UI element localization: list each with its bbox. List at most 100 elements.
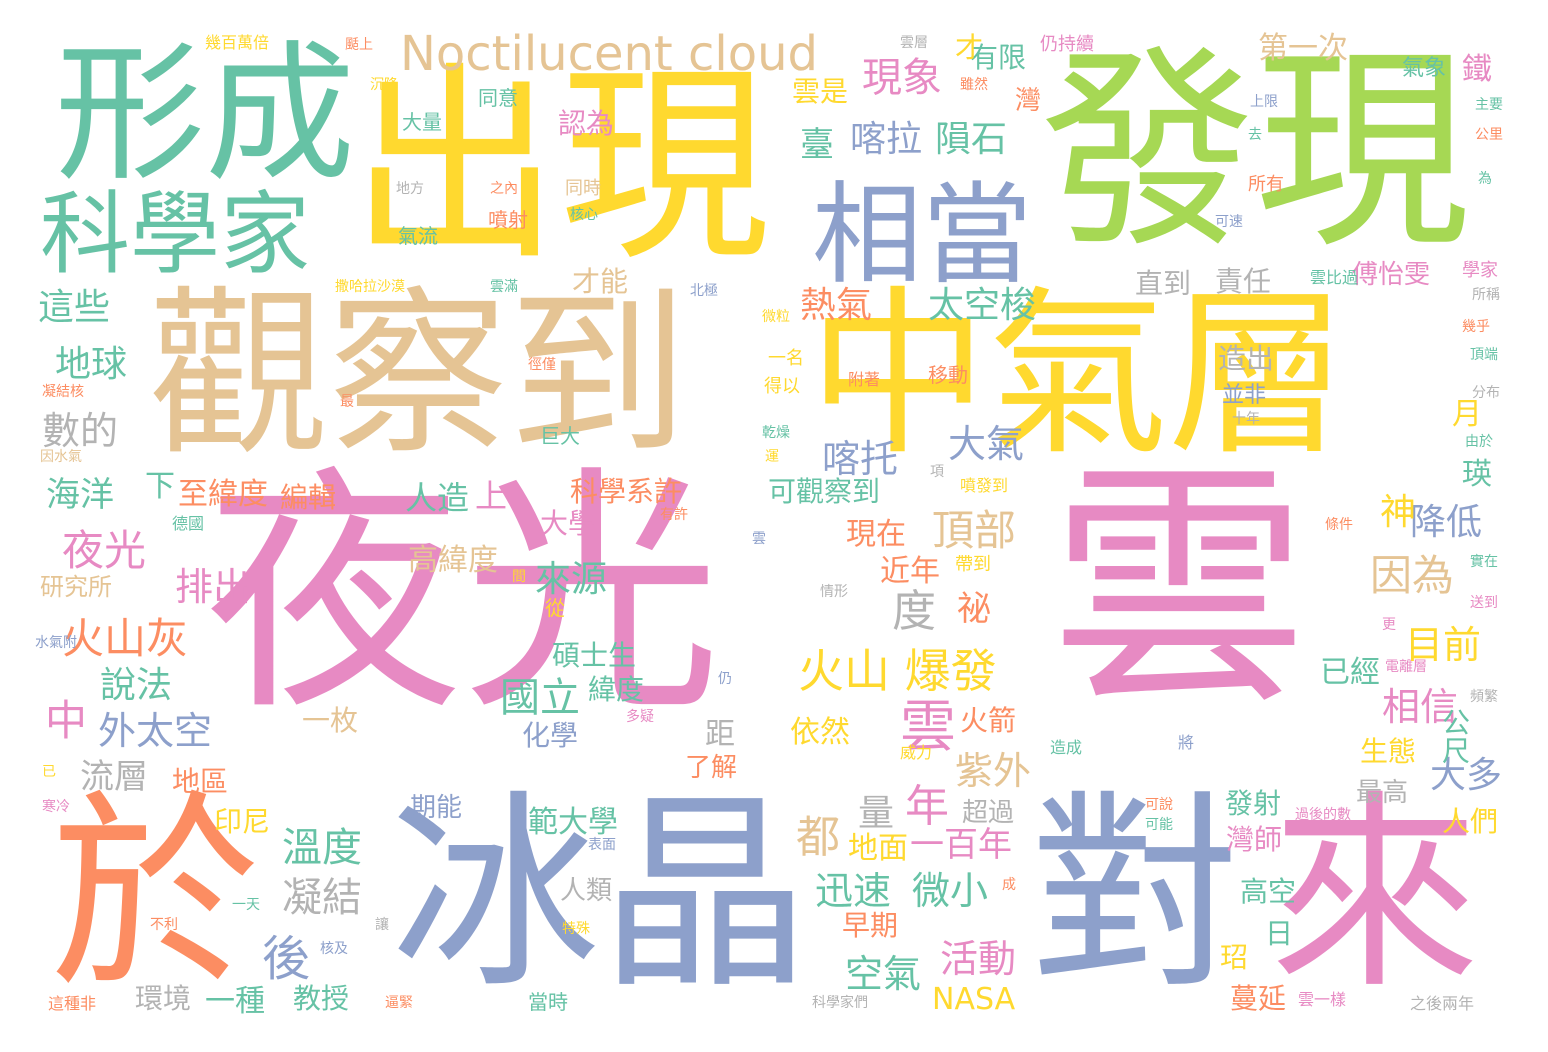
word-jiang: 將: [1178, 733, 1195, 752]
word-daliang: 大量: [402, 110, 442, 134]
word-kexuejiamen: 科學家們: [812, 995, 868, 1011]
word-yi: 已: [42, 764, 56, 780]
word-shang: 上: [475, 477, 508, 515]
word-dianliceng: 電離層: [1385, 659, 1427, 675]
word-jingjin: 徑僅: [528, 357, 556, 373]
word-yanjiusuo: 研究所: [40, 573, 112, 601]
word-liuceng: 流層: [80, 757, 148, 797]
word-yun-large: 雲: [1050, 439, 1308, 739]
word-caineng: 才能: [572, 265, 629, 298]
word-zhong-small: 中: [45, 696, 88, 745]
word-haiyang: 海洋: [46, 475, 114, 515]
word-cong: 從: [545, 596, 565, 620]
word-kexuejia: 科學家: [40, 182, 310, 287]
word-biaozhi: 逼緊: [385, 995, 413, 1011]
word-xianxiang: 現象: [862, 55, 942, 101]
word-liaojie: 了解: [685, 753, 738, 783]
word-gaokong: 高空: [1240, 875, 1297, 908]
word-zaochu: 造出: [1218, 342, 1275, 375]
word-tai: 臺: [800, 125, 834, 165]
word-yunyiyang: 雲一樣: [1298, 990, 1347, 1009]
word-tiaojian: 條件: [1325, 517, 1353, 533]
word-guohou: 過後的數: [1295, 807, 1351, 823]
word-qiliu: 氣流: [398, 224, 438, 248]
word-kongqi: 空氣: [845, 952, 922, 996]
word-chaoguo: 超過: [962, 798, 1015, 828]
word-liang: 量: [858, 793, 895, 834]
word-shuofa: 說法: [100, 665, 173, 706]
word-ningjie: 凝結: [282, 875, 362, 921]
word-jiangdi: 降低: [1410, 502, 1483, 543]
word-ningjiehe: 凝結核: [42, 384, 84, 400]
word-shinian: 十年: [1232, 411, 1260, 427]
word-du: 度: [892, 586, 936, 637]
word-difang: 地方: [396, 181, 424, 197]
word-yizhong: 一種: [205, 984, 265, 1019]
word-gan: 乾燥: [762, 425, 790, 441]
word-penshe: 噴射: [488, 208, 528, 232]
word-kexuexixu: 科學系許: [570, 475, 683, 508]
word-xunsu: 迅速: [815, 869, 892, 913]
word-shuoshisheng: 碩士生: [552, 639, 637, 672]
word-suocheng: 所稱: [1472, 287, 1500, 303]
word-xianzai: 現在: [846, 517, 906, 552]
word-qineng: 期能: [410, 793, 463, 823]
word-yu: 於: [50, 772, 261, 1017]
word-renlei: 人類: [560, 876, 613, 906]
word-weixiao: 微小: [912, 869, 989, 913]
word-zhongqiceng: 中氣層: [808, 271, 1349, 480]
word-ri: 日: [1265, 917, 1294, 950]
word-cai: 才: [955, 31, 984, 64]
word-dedao: 帶到: [955, 554, 991, 575]
word-nian: 年: [905, 781, 949, 832]
word-huoshan-baofa: 火山 爆發: [798, 644, 997, 698]
word-zhiweidu: 至緯度: [178, 477, 268, 512]
word-yun-mini: 雲: [752, 531, 766, 547]
word-yunbiguo: 雲比過: [1310, 268, 1359, 287]
word-shuiqifu: 水氣附: [35, 635, 77, 651]
word-diqu: 地區: [172, 765, 229, 798]
word-chuxian: 出現: [350, 44, 771, 289]
word-geng: 更: [1382, 617, 1396, 633]
word-reqi: 熱氣: [800, 285, 873, 326]
word-xuejia: 學家: [1462, 260, 1498, 281]
word-katuo: 喀托: [822, 437, 899, 481]
word-waitaikong: 外太空: [98, 709, 213, 753]
word-zhezhongfei: 這種非: [48, 994, 97, 1013]
word-wanshi: 灣師: [1226, 823, 1283, 856]
word-juda: 巨大: [540, 424, 580, 448]
word-hanleng: 寒冷: [42, 799, 70, 815]
word-weili-b: 威力: [900, 743, 933, 762]
word-suiran: 雖然: [960, 77, 988, 93]
word-renzao: 人造: [405, 479, 470, 517]
word-paichu: 排出: [175, 565, 252, 609]
word-shen: 神: [1380, 492, 1417, 533]
word-wei: 為: [1478, 171, 1492, 187]
word-dui: 對: [1030, 772, 1241, 1017]
word-xiang: 項: [930, 464, 944, 480]
word-pen: 噴發到: [960, 476, 1009, 495]
word-heji: 核及: [320, 941, 348, 957]
word-yeguang: 夜光: [205, 445, 721, 745]
word-yinni: 印尼: [214, 805, 271, 838]
word-xingcheng: 形成: [55, 28, 356, 202]
word-huojian: 火箭: [960, 704, 1017, 737]
word-sahala: 撒哈拉沙漠: [335, 279, 405, 295]
word-pinfan: 頻繁: [1470, 689, 1498, 705]
word-yun-small: 雲: [900, 695, 956, 760]
word-zaoqi: 早期: [842, 909, 899, 942]
word-yunshi: 隕石: [935, 119, 1008, 160]
word-ying: 瑛: [1462, 457, 1492, 492]
word-fashe: 發射: [1225, 787, 1282, 820]
word-shangxian: 上限: [1250, 94, 1278, 110]
word-zhao: 玿: [1220, 941, 1249, 974]
word-songdao: 送到: [1470, 595, 1498, 611]
word-daqi: 大氣: [948, 422, 1025, 466]
word-bingfei: 並非: [1222, 383, 1267, 408]
word-ziwai: 紫外: [955, 749, 1032, 793]
word-yunceng: 雲層: [900, 35, 928, 51]
word-kejiang: 可說: [1145, 797, 1173, 813]
word-fanrdaxue: 範大學: [528, 805, 618, 840]
word-yijing: 已經: [1320, 655, 1380, 690]
word-nasa: NASA: [932, 982, 1016, 1017]
